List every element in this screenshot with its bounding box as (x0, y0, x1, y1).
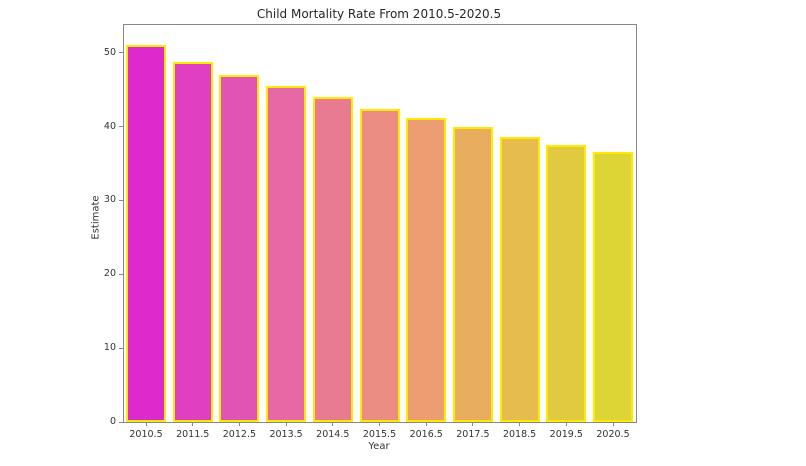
x-tick-mark (565, 422, 567, 426)
x-tick-label: 2016.5 (409, 429, 443, 440)
y-tick-label: 30 (103, 194, 116, 206)
bar (266, 85, 307, 422)
x-tick-label: 2014.5 (316, 429, 350, 440)
x-tick-label: 2018.5 (502, 429, 537, 440)
bar (359, 108, 400, 422)
bar (452, 127, 493, 422)
y-tick-label: 50 (103, 46, 116, 58)
x-tick-mark (379, 422, 380, 426)
y-tick-mark (119, 273, 123, 275)
x-tick-mark (472, 422, 474, 426)
chart-title: Child Mortality Rate From 2010.5-2020.5 (256, 7, 502, 21)
bar (499, 136, 540, 422)
y-tick-label: 20 (103, 268, 116, 280)
plot-area: 0 10 20 30 40 50 2010.5 2011.5 2012.5 2013.5 2014.… (104, 24, 637, 440)
y-axis-label: Estimate (90, 195, 102, 240)
x-tick-label: 2015.5 (362, 429, 397, 440)
bar (593, 151, 633, 422)
bar (126, 45, 166, 422)
y-tick-mark (119, 347, 123, 349)
y-tick-label: 10 (103, 342, 116, 354)
bar (546, 145, 587, 422)
x-tick-label: 2012.5 (222, 429, 257, 440)
bar (312, 97, 353, 422)
y-tick-mark (119, 52, 123, 54)
x-tick-label: 2013.5 (269, 429, 303, 440)
x-tick-mark (519, 422, 521, 426)
x-tick-mark (192, 422, 194, 426)
x-tick-label: 2019.5 (549, 429, 583, 440)
x-tick-label: 2010.5 (129, 429, 163, 440)
y-tick-label: 40 (103, 120, 116, 132)
bar (172, 61, 213, 422)
y-tick-mark (119, 421, 123, 423)
x-axis-label: Year (368, 441, 390, 452)
bar (219, 74, 260, 422)
y-tick-label: 0 (109, 416, 116, 427)
x-tick-label: 2017.5 (456, 429, 490, 440)
x-tick-label: 2020.5 (596, 429, 630, 440)
x-tick-mark (612, 422, 614, 426)
x-tick-mark (425, 422, 427, 426)
x-tick-mark (145, 422, 147, 426)
x-tick-mark (332, 422, 334, 426)
bar (406, 118, 447, 422)
x-tick-mark (285, 422, 287, 426)
y-tick-mark (119, 199, 123, 201)
x-tick-label: 2011.5 (176, 429, 210, 440)
y-tick-mark (119, 126, 123, 128)
x-tick-mark (238, 422, 240, 426)
